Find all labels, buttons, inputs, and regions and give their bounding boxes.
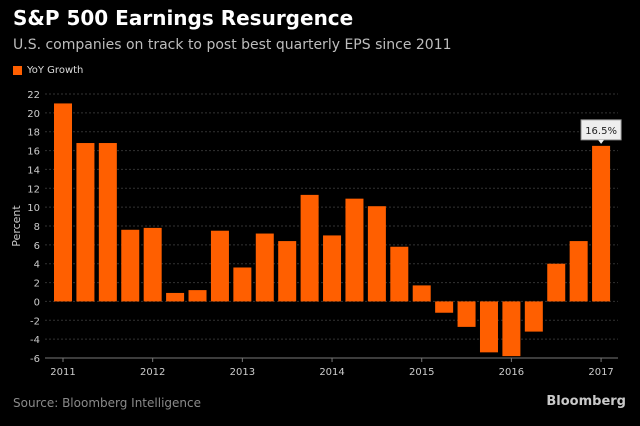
bar bbox=[412, 285, 431, 302]
bar bbox=[76, 143, 95, 302]
y-tick-label: -4 bbox=[30, 335, 40, 346]
annotation-pointer bbox=[598, 139, 605, 144]
bloomberg-logo: Bloomberg bbox=[546, 394, 626, 409]
legend-label: YoY Growth bbox=[27, 65, 84, 76]
y-tick-label: -6 bbox=[30, 354, 40, 365]
x-tick-label: 2011 bbox=[50, 367, 75, 378]
legend-swatch bbox=[13, 66, 22, 75]
chart-title: S&P 500 Earnings Resurgence bbox=[13, 6, 354, 30]
bar bbox=[143, 227, 162, 302]
y-tick-label: 2 bbox=[34, 279, 40, 290]
annotation-label: 16.5% bbox=[585, 126, 617, 137]
bar bbox=[457, 301, 476, 327]
y-tick-label: 4 bbox=[34, 260, 40, 271]
bar bbox=[188, 290, 207, 302]
x-tick-label: 2013 bbox=[230, 367, 255, 378]
bar bbox=[547, 263, 566, 302]
x-tick-label: 2012 bbox=[140, 367, 165, 378]
bar bbox=[592, 145, 611, 302]
bar bbox=[569, 241, 588, 302]
bar bbox=[166, 292, 185, 302]
x-tick-label: 2015 bbox=[409, 367, 434, 378]
bar bbox=[210, 230, 229, 302]
bar bbox=[54, 103, 72, 302]
y-tick-label: 20 bbox=[27, 109, 40, 120]
x-tick-label: 2014 bbox=[319, 367, 344, 378]
y-tick-label: -2 bbox=[30, 316, 40, 327]
bar bbox=[345, 198, 364, 302]
source-note: Source: Bloomberg Intelligence bbox=[13, 396, 201, 410]
bar bbox=[435, 301, 454, 313]
y-tick-label: 10 bbox=[27, 203, 40, 214]
y-tick-label: 16 bbox=[27, 147, 40, 158]
y-tick-label: 12 bbox=[27, 184, 40, 195]
bar bbox=[390, 246, 409, 302]
x-tick-label: 2016 bbox=[499, 367, 524, 378]
bar bbox=[255, 233, 274, 302]
bar bbox=[479, 301, 498, 353]
y-tick-label: 18 bbox=[27, 128, 40, 139]
x-tick-label: 2017 bbox=[588, 367, 613, 378]
bar bbox=[98, 143, 117, 302]
bar bbox=[323, 235, 342, 302]
bar bbox=[278, 241, 297, 302]
y-tick-label: 22 bbox=[27, 90, 40, 101]
y-axis-label: Percent bbox=[10, 205, 23, 247]
legend: YoY Growth bbox=[13, 65, 83, 76]
bar bbox=[233, 267, 252, 302]
bar bbox=[121, 229, 140, 302]
bar bbox=[300, 194, 319, 302]
y-tick-label: 6 bbox=[34, 241, 40, 252]
bar bbox=[502, 301, 521, 357]
chart-subtitle: U.S. companies on track to post best qua… bbox=[13, 37, 452, 53]
y-tick-label: 8 bbox=[34, 222, 40, 233]
bar bbox=[367, 206, 386, 302]
y-tick-label: 0 bbox=[34, 297, 40, 308]
y-tick-label: 14 bbox=[27, 165, 40, 176]
bar bbox=[524, 301, 543, 332]
